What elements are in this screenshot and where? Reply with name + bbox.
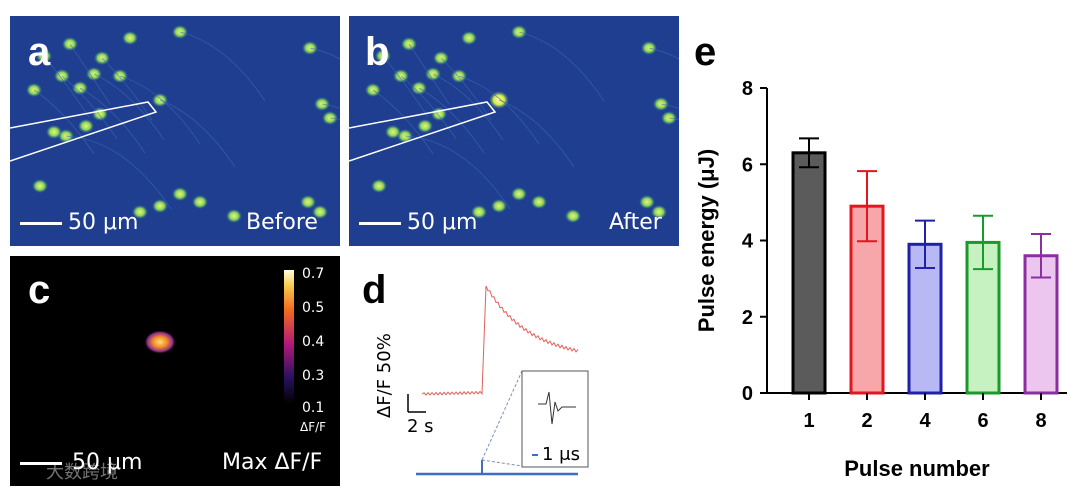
panel-d: d ΔF/F 50% 2 s 1 μs (350, 256, 680, 486)
neuron-cell (78, 119, 94, 133)
neuron-cell (226, 209, 242, 223)
image-title: Max ΔF/F (222, 450, 323, 475)
error-bar (1031, 233, 1051, 279)
neuron-cell (531, 195, 547, 209)
panel-letter-e: e (694, 30, 717, 74)
x-axis-label: Pulse number (844, 456, 990, 481)
neuron-cell (172, 187, 188, 201)
colorbar-tick-label: 0.1 (302, 400, 325, 416)
neuron-cell (651, 205, 667, 219)
error-bar (799, 137, 819, 169)
neuron-cell (417, 119, 433, 133)
y-tick-label: 4 (742, 231, 754, 253)
scale-label: 50 μm (72, 450, 143, 475)
colorbar-tick-label: 0.7 (302, 266, 325, 282)
error-bar (973, 214, 993, 271)
calcium-trace (407, 285, 589, 476)
neuron-cell (511, 187, 527, 201)
bar-chart: 0 2 4 6 8 1 2 4 6 8 Pulse number Pulse energy (μJ) (694, 78, 1067, 481)
scale-label: 50 μm (407, 210, 478, 235)
neuron-cell (385, 125, 401, 139)
chart-axes: 0 2 4 6 8 (742, 78, 1067, 405)
neuron-cell (152, 199, 168, 213)
colorbar-label: ΔF/F (300, 420, 327, 434)
panel-b: b 50 μm After (349, 16, 679, 246)
scale-bar (20, 222, 62, 225)
neuron-cell (122, 31, 138, 45)
microscopy-image-after (349, 16, 679, 246)
y-tick-label: 8 (742, 78, 753, 100)
colorbar-tick-label: 0.4 (302, 334, 325, 350)
state-label-after: After (609, 210, 662, 235)
y-tick-label: 2 (742, 307, 753, 329)
bar (1023, 254, 1059, 395)
scale-bar (359, 222, 401, 225)
panel-e: e 0 2 4 6 8 1 2 4 6 8 Pulse number Pulse energy (μJ… (690, 20, 1075, 486)
panel-letter-a: a (28, 30, 51, 74)
error-bar (857, 170, 877, 243)
neuron-cell (471, 205, 487, 219)
x-tick-label: 2 (861, 410, 872, 432)
neuron-cell (312, 205, 328, 219)
bar (791, 151, 827, 395)
neuron-cell (132, 205, 148, 219)
panel-c: c 0.7 0.5 0.4 0.3 0.1 ΔF/F 50 μm Max ΔF/F 大数… (10, 256, 340, 486)
neuron-cell (300, 195, 316, 209)
x-tick-label: 6 (977, 410, 988, 432)
neuron-cell (192, 195, 208, 209)
scale-bar (20, 462, 62, 465)
neuron-cell (491, 199, 507, 213)
x-tick-label: 1 (803, 410, 814, 432)
inset-scale-label: 1 μs (542, 444, 581, 465)
y-tick-label: 6 (742, 154, 753, 176)
neuron-cell (371, 179, 387, 193)
x-tick-label: 8 (1035, 410, 1046, 432)
y-tick-label: 0 (742, 383, 753, 405)
state-label-before: Before (246, 210, 318, 235)
scale-label: 50 μm (68, 210, 139, 235)
neuron-cell (32, 179, 48, 193)
panel-letter-d: d (362, 268, 387, 312)
colorbar-tick-label: 0.3 (302, 368, 325, 384)
y-axis-label: Pulse energy (μJ) (694, 149, 719, 332)
neuron-cell (46, 125, 62, 139)
neuron-cell (639, 195, 655, 209)
x-tick-label: 4 (919, 410, 931, 432)
watermark: 大数跨境 (46, 462, 118, 483)
y-scale-label: ΔF/F 50% (374, 333, 395, 418)
max-dff-image (144, 270, 294, 404)
panel-letter-c: c (28, 268, 51, 312)
error-bar (915, 219, 935, 269)
colorbar-tick-label: 0.5 (302, 300, 325, 316)
panel-letter-b: b (365, 30, 390, 74)
neuron-cell (461, 31, 477, 45)
neuron-cell (565, 209, 581, 223)
x-scale-label: 2 s (407, 416, 434, 437)
microscopy-image-before (10, 16, 340, 246)
panel-a: a 50 μm Before (10, 16, 340, 246)
